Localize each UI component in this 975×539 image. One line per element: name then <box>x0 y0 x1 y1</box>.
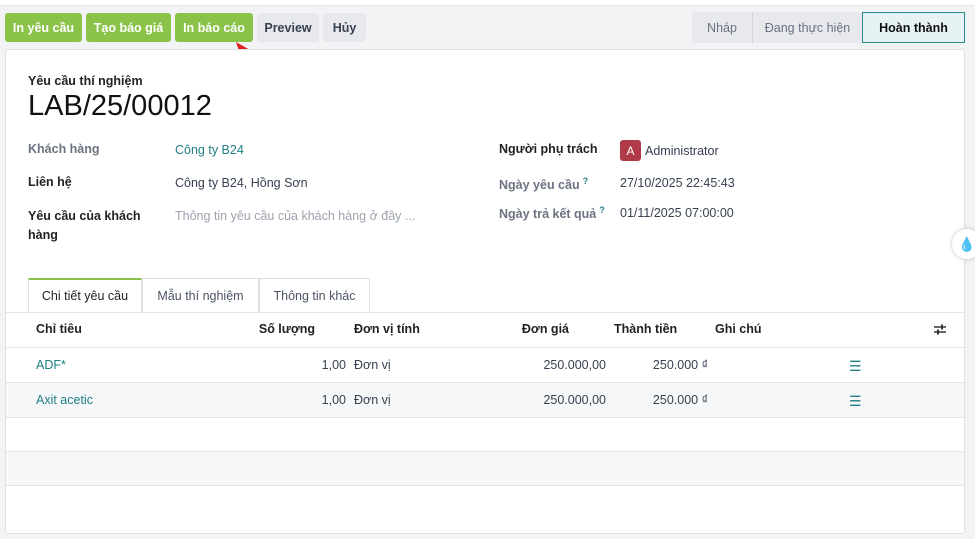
tab-test-samples[interactable]: Mẫu thí nghiệm <box>142 278 259 312</box>
tab-other-info[interactable]: Thông tin khác <box>259 278 370 312</box>
droplet-icon[interactable]: 💧 <box>952 229 975 259</box>
form-subtitle: Yêu cầu thí nghiệm <box>28 74 143 88</box>
responsible-label: Người phụ trách <box>499 142 598 156</box>
table-row[interactable]: ADF* 1,00 Đơn vị 250.000,00 250.000 ₫ ☰ <box>6 348 964 382</box>
subtotal-cell: 250.000 ₫ <box>652 358 708 372</box>
print-request-button[interactable]: In yêu cầu <box>5 13 82 42</box>
result-date-label-text: Ngày trả kết quả <box>499 207 597 222</box>
empty-row <box>6 452 964 486</box>
col-quantity[interactable]: Số lượng <box>258 322 315 336</box>
cancel-button[interactable]: Hủy <box>323 13 366 42</box>
result-date-field[interactable]: 01/11/2025 07:00:00 <box>620 206 734 220</box>
print-report-button[interactable]: In báo cáo <box>175 13 253 42</box>
customer-field[interactable]: Công ty B24 <box>175 143 244 157</box>
preview-button[interactable]: Preview <box>257 13 319 42</box>
uom-cell: Đơn vị <box>354 393 391 407</box>
indicator-cell[interactable]: ADF* <box>36 358 66 372</box>
list-details-icon[interactable]: ☰ <box>849 358 862 374</box>
record-title: LAB/25/00012 <box>28 90 212 122</box>
col-unit-price[interactable]: Đơn giá <box>521 322 569 336</box>
table-row[interactable]: Axit acetic 1,00 Đơn vị 250.000,00 250.0… <box>6 383 964 417</box>
uom-cell: Đơn vị <box>354 358 391 372</box>
list-details-icon[interactable]: ☰ <box>849 393 862 409</box>
stage-in-progress[interactable]: Đang thực hiện <box>752 12 862 43</box>
request-date-label-text: Ngày yêu cầu <box>499 178 580 193</box>
subtotal-cell: 250.000 ₫ <box>652 393 708 407</box>
top-bar <box>0 0 975 6</box>
contact-field[interactable]: Công ty B24, Hồng Sơn <box>175 176 308 190</box>
contact-label: Liên hệ <box>28 175 72 189</box>
avatar: A <box>620 140 641 161</box>
help-icon[interactable]: ? <box>599 205 605 215</box>
unit-price-cell: 250.000,00 <box>543 393 606 407</box>
help-icon[interactable]: ? <box>582 176 589 186</box>
col-subtotal[interactable]: Thành tiền <box>614 322 678 336</box>
responsible-field[interactable]: Administrator <box>645 144 719 158</box>
unit-price-cell: 250.000,00 <box>543 358 606 372</box>
col-uom[interactable]: Đơn vị tính <box>354 322 420 336</box>
tab-request-details[interactable]: Chi tiết yêu cầu <box>28 278 142 312</box>
col-indicator[interactable]: Chỉ tiêu <box>36 322 82 336</box>
form-sheet: Yêu cầu thí nghiệm LAB/25/00012 Khách hà… <box>5 49 965 534</box>
stage-done[interactable]: Hoàn thành <box>862 12 965 43</box>
col-note[interactable]: Ghi chú <box>715 322 762 336</box>
request-date-label: Ngày yêu cầu? <box>499 176 588 192</box>
indicator-cell[interactable]: Axit acetic <box>36 393 93 407</box>
result-date-label: Ngày trả kết quả? <box>499 205 605 221</box>
create-quotation-button[interactable]: Tạo báo giá <box>86 13 171 42</box>
customer-label: Khách hàng <box>28 142 100 156</box>
request-label: Yêu cầu của khách hàng <box>28 209 141 242</box>
status-bar: Nháp Đang thực hiện Hoàn thành <box>692 12 965 43</box>
quantity-cell: 1,00 <box>321 358 346 372</box>
request-date-field[interactable]: 27/10/2025 22:45:43 <box>620 176 735 190</box>
stage-draft[interactable]: Nháp <box>692 12 752 43</box>
column-settings-icon[interactable] <box>933 323 947 336</box>
quantity-cell: 1,00 <box>321 393 346 407</box>
request-field[interactable]: Thông tin yêu cầu của khách hàng ở đây .… <box>175 209 416 223</box>
